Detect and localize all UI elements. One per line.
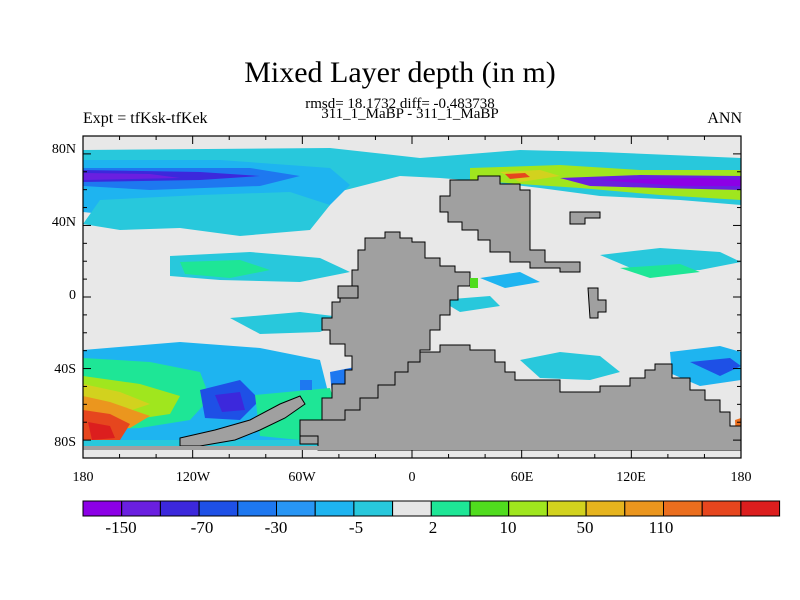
colorbar bbox=[82, 500, 781, 517]
colorbar-swatch bbox=[314, 500, 355, 517]
colorbar-label: 2 bbox=[429, 518, 438, 537]
map-title: Mixed Layer depth (in m) bbox=[244, 56, 556, 89]
lon-tick-label: 120W bbox=[176, 470, 211, 485]
colorbar-label: 110 bbox=[649, 518, 674, 537]
season-label: ANN bbox=[707, 110, 742, 127]
colorbar-label: -30 bbox=[265, 518, 288, 537]
colorbar-swatch bbox=[508, 500, 548, 517]
colorbar-swatch bbox=[237, 500, 278, 517]
experiment-label: Expt = tfKsk-tfKek bbox=[83, 110, 208, 127]
colorbar-swatch bbox=[392, 500, 432, 517]
lon-tick-label: 60E bbox=[511, 470, 534, 485]
lat-tick-label: 80S bbox=[54, 435, 76, 450]
colorbar-swatch bbox=[585, 500, 626, 517]
lat-tick-label: 0 bbox=[69, 288, 76, 303]
lon-tick-label: 180 bbox=[731, 470, 752, 485]
colorbar-label: -5 bbox=[349, 518, 363, 537]
map-field bbox=[83, 136, 741, 458]
colorbar-swatch bbox=[663, 500, 703, 517]
lat-tick-label: 40N bbox=[52, 215, 76, 230]
run-comparison-label: 311_1_MaBP - 311_1_MaBP bbox=[321, 106, 499, 122]
lat-tick-label: 80N bbox=[52, 142, 76, 157]
lat-tick-label: 40S bbox=[54, 362, 76, 377]
colorbar-swatch bbox=[469, 500, 510, 517]
lon-tick-label: 180 bbox=[73, 470, 94, 485]
colorbar-swatch bbox=[701, 500, 742, 517]
lon-tick-label: 60W bbox=[288, 470, 316, 485]
colorbar-swatch bbox=[430, 500, 471, 517]
colorbar-label: -70 bbox=[191, 518, 214, 537]
colorbar-label: 50 bbox=[577, 518, 594, 537]
lon-tick-label: 0 bbox=[409, 470, 416, 485]
rmsd-subtitle: rmsd= 18.1732 diff= -0.483738 bbox=[305, 96, 495, 112]
colorbar-label: -150 bbox=[105, 518, 136, 537]
colorbar-label: 10 bbox=[500, 518, 517, 537]
colorbar-swatch bbox=[624, 500, 664, 517]
colorbar-swatch bbox=[276, 500, 316, 517]
colorbar-swatch bbox=[82, 500, 123, 517]
colorbar-swatch bbox=[121, 500, 161, 517]
colorbar-swatch bbox=[546, 500, 587, 517]
lat-tick-marks bbox=[83, 135, 741, 459]
lon-tick-marks bbox=[82, 136, 742, 458]
lon-tick-label: 120E bbox=[616, 470, 646, 485]
colorbar-swatch bbox=[353, 500, 394, 517]
colorbar-swatch bbox=[198, 500, 239, 517]
colorbar-swatch bbox=[740, 500, 781, 517]
colorbar-swatch bbox=[159, 500, 200, 517]
